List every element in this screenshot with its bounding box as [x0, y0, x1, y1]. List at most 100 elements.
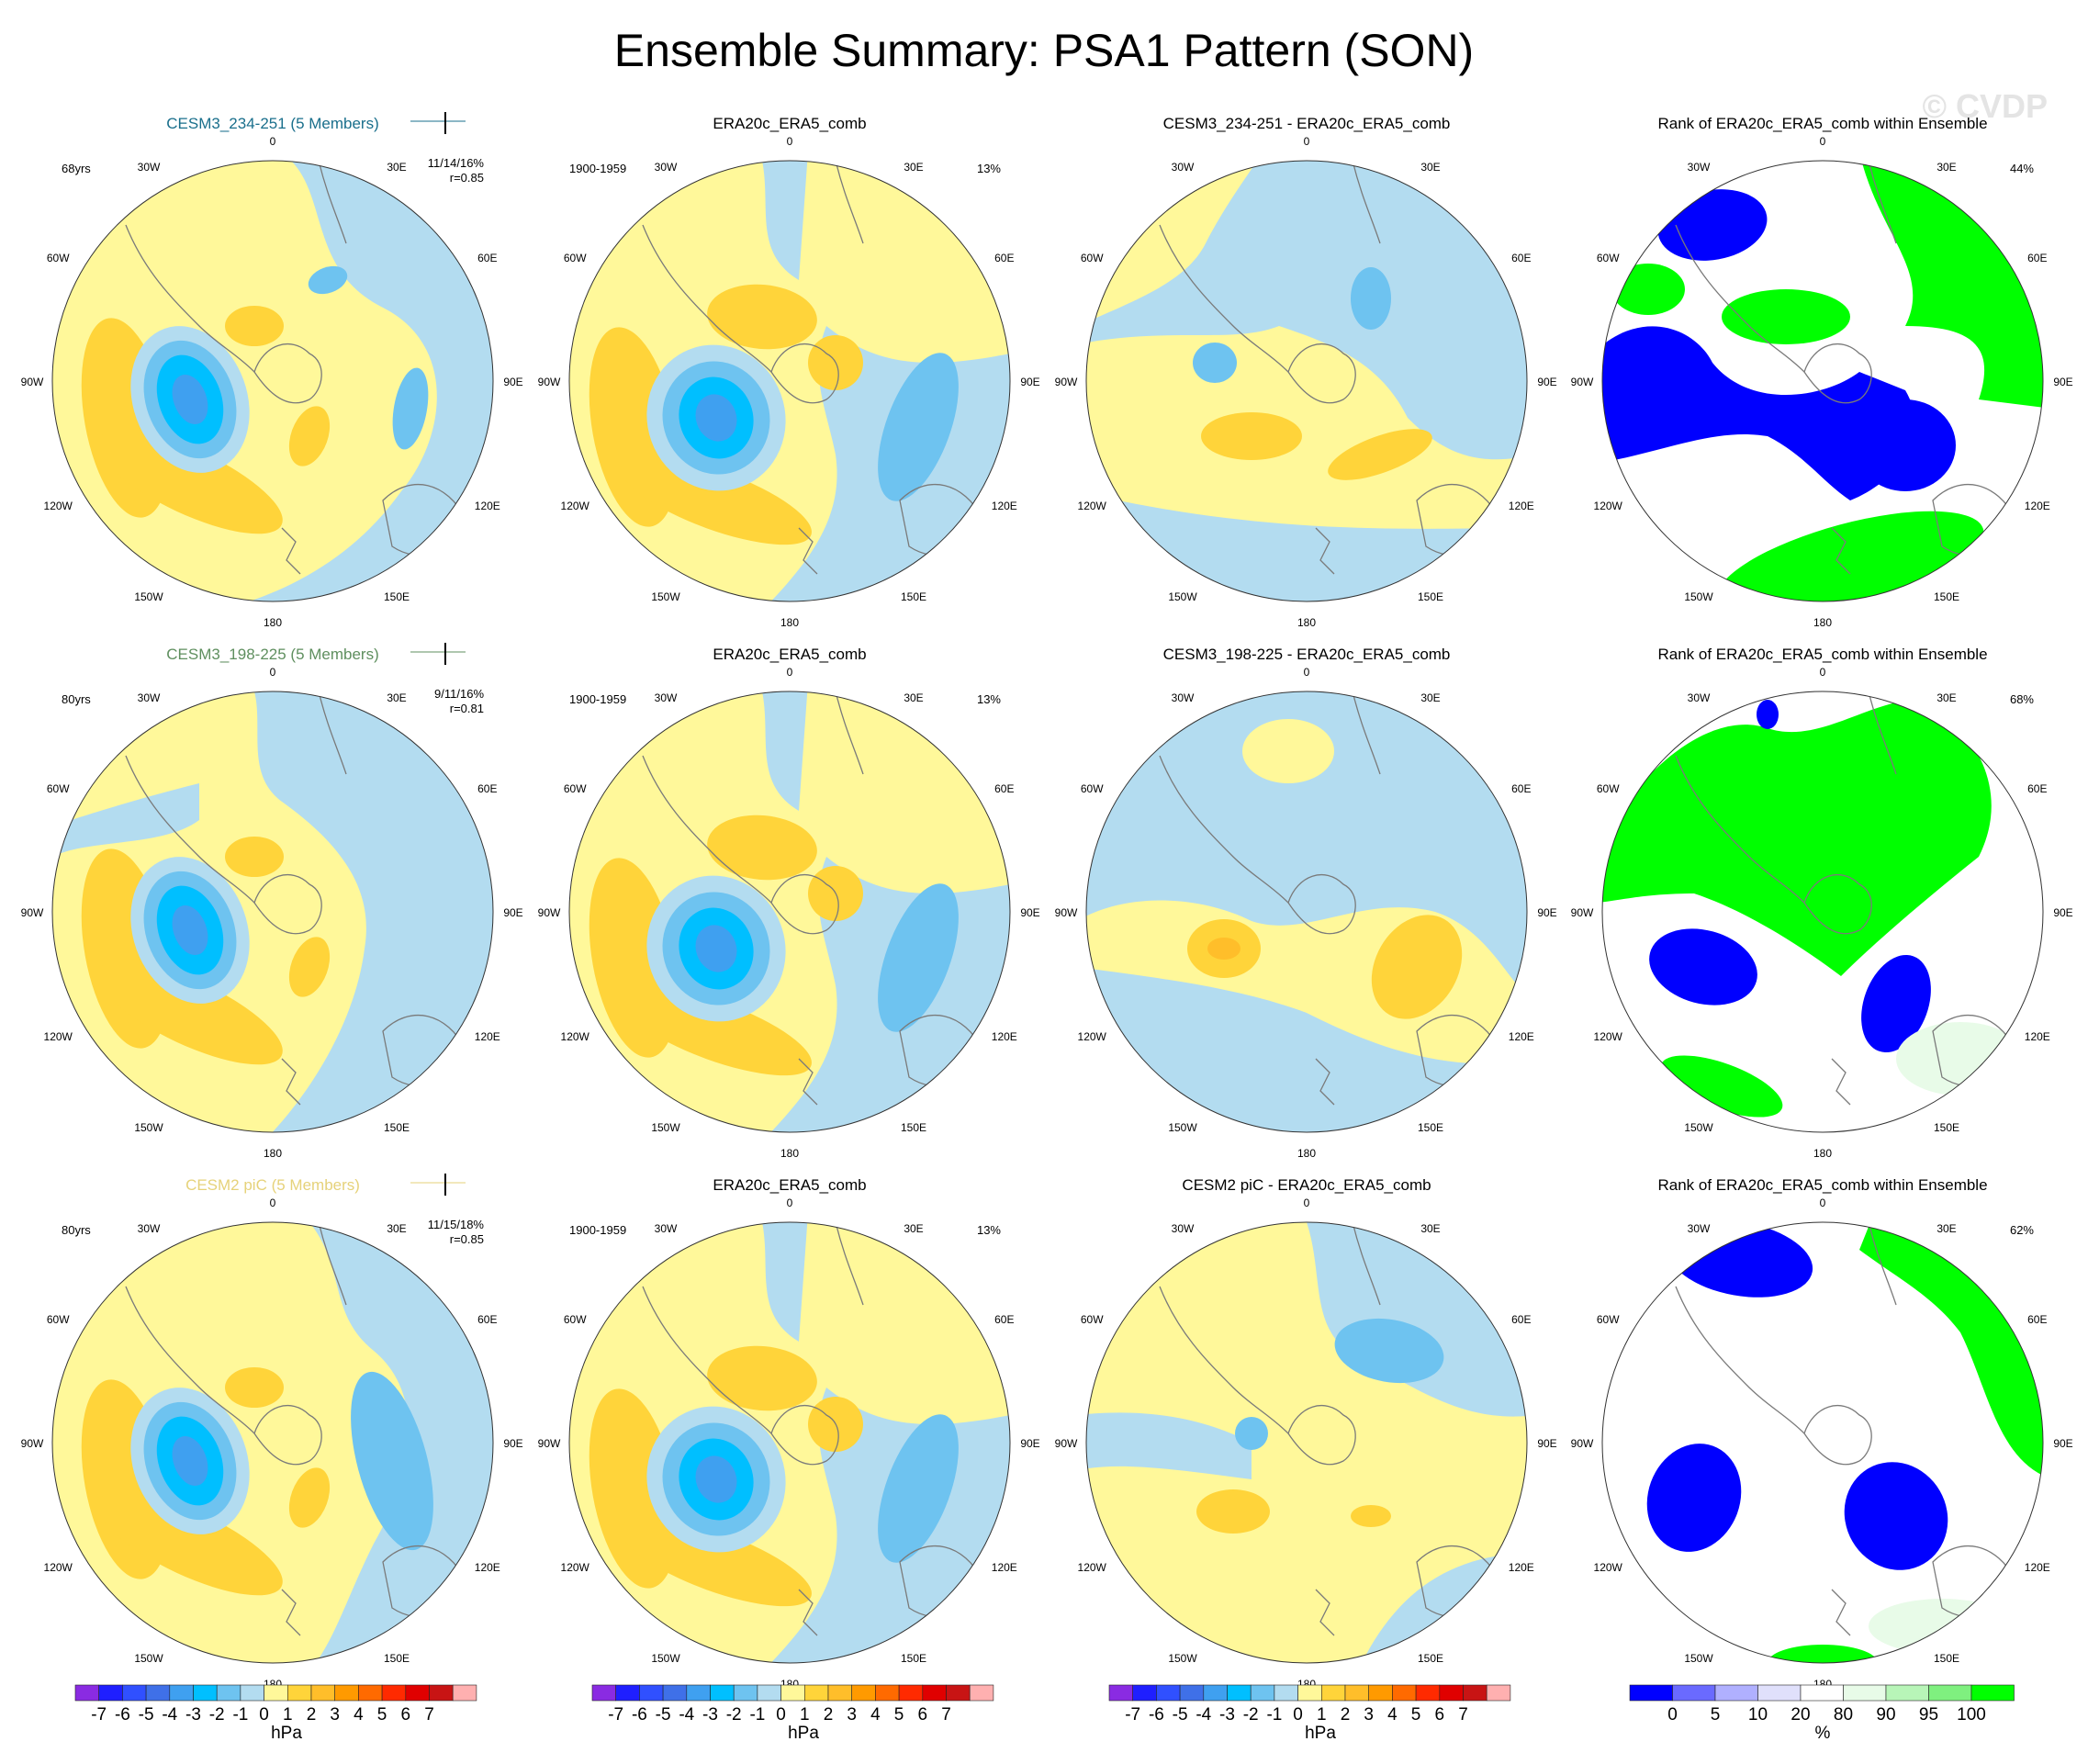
longitude-label: 60W [1081, 782, 1104, 795]
longitude-label: 150E [1934, 1121, 1959, 1134]
longitude-label: 90W [1055, 376, 1078, 388]
colorbar: -7 -6 -5 -4 -3 -2 -1 0 1 2 3 4 5 6 7 hPa [591, 1684, 994, 1743]
model-panel[interactable]: 030E60E90E120E150E180150W120W90W60W30WCE… [21, 1174, 523, 1691]
anomaly-contour [707, 1345, 817, 1411]
map-boundary [1601, 1221, 2044, 1664]
colorbar-tick-label: -1 [749, 1705, 765, 1725]
colorbar-swatch [286, 1684, 312, 1702]
new-zealand-coastline [1831, 527, 1851, 575]
longitude-label: 180 [780, 616, 799, 629]
longitude-label: 150E [384, 1121, 410, 1134]
longitude-label: 0 [1820, 1197, 1826, 1209]
rank-low-region [1602, 326, 1915, 500]
colorbar-tick-label: -2 [726, 1705, 742, 1725]
colorbar-swatch [733, 1684, 758, 1702]
difference-panel[interactable]: 030E60E90E120E150E180150W120W90W60W30WCE… [1055, 1176, 1557, 1691]
longitude-label: 30W [1172, 1222, 1195, 1235]
model-panel[interactable]: 030E60E90E120E150E180150W120W90W60W30WCE… [21, 112, 523, 629]
colorbar-swatch [429, 1684, 454, 1702]
field [1602, 161, 2043, 601]
colorbar-tick-label: -5 [139, 1705, 154, 1725]
rank-panel[interactable]: 030E60E90E120E150E180150W120W90W60W30WRa… [1571, 1176, 2073, 1691]
colorbar-swatch [1344, 1684, 1370, 1702]
longitude-label: 30E [904, 1222, 923, 1235]
longitude-label: 90E [2053, 906, 2072, 919]
anomaly-contour [225, 306, 284, 346]
panel-title: CESM3_198-225 (5 Members) [166, 646, 378, 663]
rank-panel[interactable]: 030E60E90E120E150E180150W120W90W60W30WRa… [1571, 115, 2073, 640]
longitude-label: 90E [503, 376, 522, 388]
obs-panel[interactable]: 030E60E90E120E150E180150W120W90W60W30WER… [538, 646, 1040, 1160]
colorbar-swatch [452, 1684, 477, 1702]
longitude-label: 120W [1594, 500, 1623, 512]
south-america-coastline [642, 1286, 772, 1434]
anomaly-contour [97, 1491, 283, 1596]
rank-panel[interactable]: 030E60E90E120E150E180150W120W90W60W30WRa… [1571, 646, 2073, 1160]
field [569, 691, 1010, 1132]
panel-title: CESM3_234-251 - ERA20c_ERA5_comb [1163, 115, 1451, 132]
panel-title: ERA20c_ERA5_comb [713, 646, 866, 663]
map-boundary [1601, 160, 2044, 602]
longitude-label: 120W [1594, 1561, 1623, 1574]
model-panel[interactable]: 030E60E90E120E150E180150W120W90W60W30WCE… [21, 643, 523, 1160]
africa-coastline [318, 691, 347, 775]
rank-low-region [1649, 928, 1757, 1006]
difference-panel[interactable]: 030E60E90E120E150E180150W120W90W60W30WCE… [1055, 115, 1557, 629]
longitude-label: 0 [787, 1197, 793, 1209]
new-zealand-coastline [1315, 1589, 1335, 1636]
positive-region [1242, 719, 1334, 783]
longitude-label: 120W [44, 500, 73, 512]
longitude-label: 30E [904, 691, 923, 704]
colorbar-swatch [240, 1684, 264, 1702]
colorbar-swatch [686, 1684, 711, 1702]
colorbar-swatch [969, 1684, 994, 1702]
longitude-label: 150W [1684, 1121, 1713, 1134]
colorbar-swatch [358, 1684, 383, 1702]
obs-panel[interactable]: 030E60E90E120E150E180150W120W90W60W30WER… [538, 115, 1040, 629]
antarctica-coastline [1803, 1405, 1872, 1466]
longitude-label: 0 [1820, 666, 1826, 679]
new-zealand-coastline [798, 1058, 818, 1106]
longitude-label: 120E [2025, 1561, 2050, 1574]
colorbar-units: hPa [788, 1724, 819, 1743]
period-label: 1900-1959 [569, 162, 626, 175]
map-boundary [51, 1221, 494, 1664]
longitude-label: 120E [992, 500, 1017, 512]
longitude-label: 30W [655, 1222, 678, 1235]
antarctica-coastline [1803, 343, 1872, 404]
longitude-label: 30W [1172, 691, 1195, 704]
longitude-label: 30W [1688, 691, 1711, 704]
pattern-correlation: r=0.81 [450, 702, 484, 715]
longitude-label: 150W [134, 590, 163, 603]
difference-panel[interactable]: 030E60E90E120E150E180150W120W90W60W30WCE… [1055, 646, 1557, 1160]
colorbar-tick-label: -6 [632, 1705, 647, 1725]
anomaly-contour [1351, 1505, 1391, 1527]
longitude-label: 30E [904, 161, 923, 174]
africa-coastline [318, 161, 347, 244]
rank-colorbar: 0 5 10 20 80 90 95 100% [1629, 1684, 2015, 1743]
longitude-label: 0 [1820, 135, 1826, 148]
longitude-label: 60E [477, 782, 497, 795]
longitude-label: 30W [1688, 161, 1711, 174]
longitude-label: 120W [1594, 1030, 1623, 1043]
longitude-label: 150E [1934, 1652, 1959, 1665]
colorbar-swatch [1928, 1684, 1972, 1702]
south-america-coastline [1675, 1286, 1805, 1434]
longitude-label: 90W [1571, 906, 1594, 919]
longitude-label: 90E [1537, 1437, 1556, 1450]
longitude-label: 120W [44, 1561, 73, 1574]
new-zealand-coastline [1831, 1589, 1851, 1636]
pct-variance-label: 13% [977, 162, 1001, 175]
south-america-coastline [1159, 755, 1289, 904]
colorbar-swatch [1714, 1684, 1758, 1702]
colorbar-tick-label: 5 [1711, 1705, 1721, 1725]
colorbar-swatch [1800, 1684, 1844, 1702]
longitude-label: 180 [1297, 1147, 1316, 1160]
longitude-label: 90E [1020, 906, 1039, 919]
obs-panel[interactable]: 030E60E90E120E150E180150W120W90W60W30WER… [538, 1176, 1040, 1691]
antarctica-coastline [1287, 874, 1356, 935]
map-boundary [1085, 160, 1528, 602]
colorbar-swatch [334, 1684, 359, 1702]
colorbar-tick-label: 3 [330, 1705, 340, 1725]
south-america-coastline [1159, 224, 1289, 373]
